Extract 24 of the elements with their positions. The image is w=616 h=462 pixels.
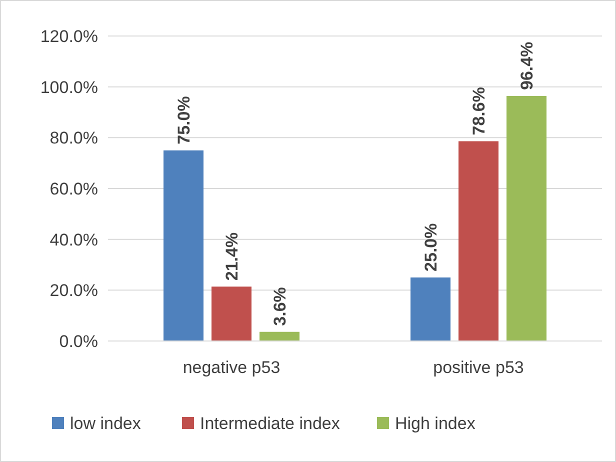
y-tick-label: 60.0% <box>50 179 98 198</box>
x-tick-label: negative p53 <box>182 358 280 377</box>
bar <box>212 286 252 341</box>
y-tick-label: 20.0% <box>50 281 98 300</box>
legend-label: High index <box>395 414 476 433</box>
x-tick-label: positive p53 <box>433 358 524 377</box>
data-label: 3.6% <box>270 287 290 326</box>
y-tick-label: 80.0% <box>50 128 98 148</box>
bar <box>164 150 204 341</box>
legend-label: Intermediate index <box>200 414 340 433</box>
bar <box>458 141 498 341</box>
legend-label: low index <box>70 414 142 433</box>
data-label: 25.0% <box>422 223 440 272</box>
data-label: 78.6% <box>470 87 488 136</box>
y-tick-label: 120.0% <box>40 26 98 46</box>
bar <box>506 96 546 341</box>
bar <box>260 332 300 341</box>
y-tick-label: 40.0% <box>50 230 98 250</box>
data-label: 96.4% <box>518 42 536 90</box>
data-label: 75.0% <box>174 96 194 144</box>
data-label: 21.4% <box>222 232 242 281</box>
y-tick-label: 0.0% <box>59 332 98 351</box>
bar <box>410 277 450 341</box>
y-tick-label: 100.0% <box>40 78 98 97</box>
